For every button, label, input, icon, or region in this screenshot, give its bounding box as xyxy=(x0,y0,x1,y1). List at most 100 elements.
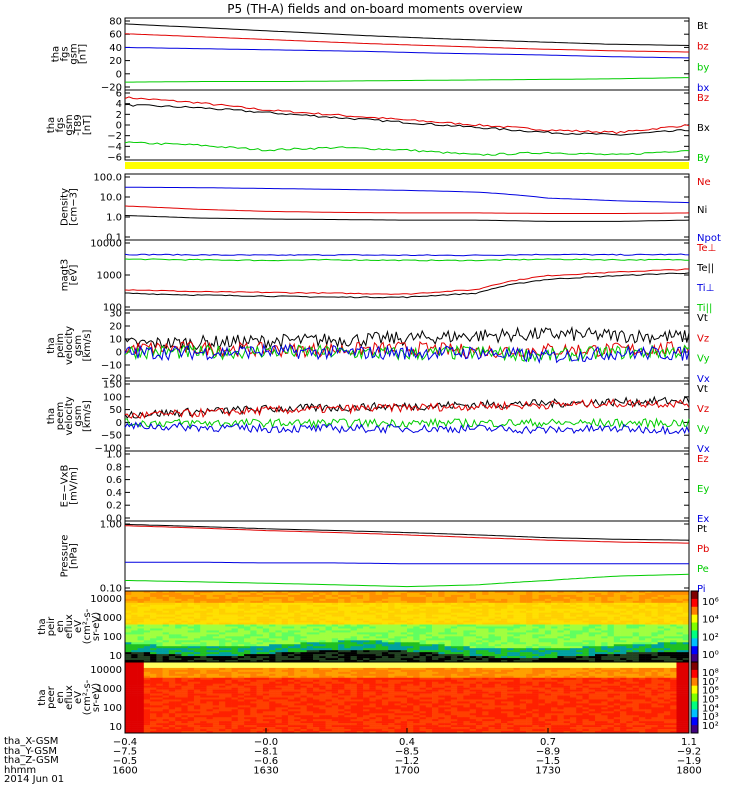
heatmap-cell xyxy=(281,620,289,623)
heatmap-cell xyxy=(670,606,677,610)
heatmap-cell xyxy=(206,640,214,643)
heatmap-cell xyxy=(544,620,552,623)
heatmap-cell xyxy=(275,612,282,615)
heatmap-cell xyxy=(601,673,608,677)
heatmap-cell xyxy=(294,677,301,681)
heatmap-cell xyxy=(563,634,571,637)
heatmap-cell xyxy=(313,658,320,661)
heatmap-cell xyxy=(563,691,571,694)
heatmap-cell xyxy=(557,662,564,665)
heatmap-cell xyxy=(350,592,358,596)
heatmap-cell xyxy=(407,646,414,649)
heatmap-cell xyxy=(682,600,690,604)
heatmap-cell xyxy=(187,640,195,643)
heatmap-cell xyxy=(375,665,383,669)
y-axis-label: [nPa] xyxy=(69,543,80,569)
heatmap-cell xyxy=(513,648,521,651)
heatmap-cell xyxy=(532,598,539,602)
heatmap-cell xyxy=(338,644,345,647)
heatmap-cell xyxy=(569,681,577,684)
heatmap-cell xyxy=(613,598,621,602)
heatmap-cell xyxy=(231,685,239,688)
heatmap-cell xyxy=(494,620,502,623)
heatmap-cell xyxy=(338,624,345,627)
y-axis-label: [mV/m] xyxy=(69,467,80,505)
heatmap-cell xyxy=(331,677,339,681)
heatmap-cell xyxy=(507,671,514,675)
heatmap-cell xyxy=(294,662,301,665)
heatmap-cell xyxy=(394,669,402,673)
heatmap-cell xyxy=(488,622,496,625)
heatmap-cell xyxy=(475,618,483,621)
heatmap-cell xyxy=(438,656,445,659)
heatmap-cell xyxy=(231,622,239,625)
heatmap-cell xyxy=(225,650,232,653)
heatmap-cell xyxy=(331,656,339,659)
heatmap-cell xyxy=(200,612,207,615)
heatmap-cell xyxy=(306,687,314,690)
heatmap-cell xyxy=(356,660,364,663)
heatmap-cell xyxy=(281,662,289,665)
heatmap-cell xyxy=(444,679,452,683)
heatmap-cell xyxy=(632,687,640,690)
heatmap-cell xyxy=(544,592,552,596)
heatmap-cell xyxy=(494,685,502,688)
heatmap-cell xyxy=(388,673,395,677)
heatmap-cell xyxy=(262,614,270,617)
heatmap-cell xyxy=(313,618,320,621)
heatmap-cell xyxy=(488,596,496,600)
heatmap-cell xyxy=(569,612,577,615)
heatmap-cell xyxy=(344,648,351,651)
heatmap-cell xyxy=(438,662,445,665)
heatmap-cell xyxy=(331,679,339,683)
heatmap-cell xyxy=(356,650,364,653)
heatmap-cell xyxy=(595,600,602,604)
heatmap-cell xyxy=(544,630,552,633)
heatmap-cell xyxy=(143,667,151,671)
heatmap-cell xyxy=(576,630,583,633)
heatmap-cell xyxy=(306,681,314,684)
heatmap-cell xyxy=(532,679,539,683)
heatmap-cell xyxy=(450,656,458,659)
heatmap-cell xyxy=(632,600,640,604)
heatmap-cell xyxy=(256,693,264,696)
heatmap-cell xyxy=(601,679,608,683)
heatmap-cell xyxy=(544,652,552,655)
heatmap-cell xyxy=(557,679,564,683)
heatmap-cell xyxy=(125,618,132,621)
heatmap-cell xyxy=(532,689,539,692)
heatmap-cell xyxy=(663,630,671,633)
heatmap-cell xyxy=(125,667,132,671)
heatmap-cell xyxy=(513,591,521,594)
heatmap-cell xyxy=(526,624,533,627)
heatmap-cell xyxy=(306,689,314,692)
heatmap-cell xyxy=(532,652,539,655)
heatmap-cell xyxy=(175,658,182,661)
heatmap-cell xyxy=(363,612,370,615)
heatmap-cell xyxy=(626,596,633,600)
heatmap-cell xyxy=(256,638,264,641)
heatmap-cell xyxy=(651,673,658,677)
heatmap-cell xyxy=(193,675,201,679)
heatmap-cell xyxy=(250,640,257,643)
heatmap-cell xyxy=(613,592,621,596)
heatmap-cell xyxy=(237,600,245,604)
heatmap-cell xyxy=(231,628,239,631)
heatmap-cell xyxy=(338,614,345,617)
heatmap-cell xyxy=(532,618,539,621)
heatmap-cell xyxy=(494,640,502,643)
heatmap-cell xyxy=(281,671,289,675)
y-tick-label: 0.8 xyxy=(106,462,122,473)
heatmap-cell xyxy=(344,638,351,641)
heatmap-cell xyxy=(544,658,552,661)
heatmap-cell xyxy=(237,594,245,598)
heatmap-cell xyxy=(419,634,427,637)
heatmap-cell xyxy=(231,671,239,675)
heatmap-cell xyxy=(181,626,188,629)
heatmap-cell xyxy=(676,591,684,594)
heatmap-cell xyxy=(175,604,182,608)
heatmap-cell xyxy=(569,608,577,612)
heatmap-cell xyxy=(313,642,320,645)
heatmap-cell xyxy=(131,658,138,661)
heatmap-cell xyxy=(670,658,677,661)
